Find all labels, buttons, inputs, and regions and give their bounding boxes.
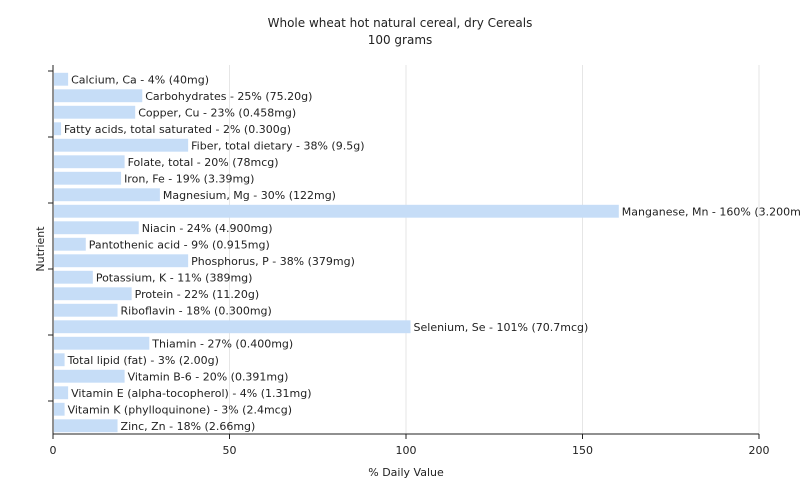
bar <box>54 303 118 317</box>
bar <box>54 105 136 119</box>
bar-label: Fiber, total dietary - 38% (9.5g) <box>191 139 364 152</box>
bar-label: Total lipid (fat) - 3% (2.00g) <box>67 354 219 367</box>
bar <box>54 386 69 400</box>
bar <box>54 72 69 86</box>
bar <box>54 254 189 268</box>
bar <box>54 320 411 334</box>
bar <box>54 237 86 251</box>
bar-label: Thiamin - 27% (0.400mg) <box>151 337 293 350</box>
bar <box>54 419 118 433</box>
chart-subtitle: 100 grams <box>368 33 433 47</box>
y-axis-ticks <box>48 70 53 402</box>
y-axis-label: Nutrient <box>34 226 47 272</box>
x-tick-label: 50 <box>223 444 237 457</box>
bar <box>54 89 143 103</box>
bar <box>54 171 122 185</box>
bar-label: Zinc, Zn - 18% (2.66mg) <box>121 420 256 433</box>
bar-label: Pantothenic acid - 9% (0.915mg) <box>89 238 270 251</box>
bar-label: Vitamin K (phylloquinone) - 3% (2.4mcg) <box>68 403 292 416</box>
bars-group <box>54 72 619 433</box>
bar-label: Selenium, Se - 101% (70.7mcg) <box>414 321 589 334</box>
bar-label: Potassium, K - 11% (389mg) <box>96 271 253 284</box>
bar-label: Calcium, Ca - 4% (40mg) <box>71 73 209 86</box>
bar <box>54 122 62 136</box>
bar <box>54 188 160 202</box>
x-tick-label: 150 <box>572 444 593 457</box>
bar-labels-group: Calcium, Ca - 4% (40mg) Carbohydrates - 2… <box>64 73 800 433</box>
bar <box>54 369 125 383</box>
bar <box>54 353 65 367</box>
x-axis-ticks: 0 50 100 150 200 <box>50 434 770 457</box>
bar-label: Iron, Fe - 19% (3.39mg) <box>124 172 254 185</box>
bar-label: Riboflavin - 18% (0.300mg) <box>121 304 272 317</box>
bar-label: Protein - 22% (11.20g) <box>135 288 260 301</box>
bar <box>54 270 93 284</box>
bar-label: Manganese, Mn - 160% (3.200mg) <box>622 205 800 218</box>
bar <box>54 155 125 169</box>
x-tick-label: 200 <box>749 444 770 457</box>
bar <box>54 336 150 350</box>
bar <box>54 221 139 235</box>
bar-label: Carbohydrates - 25% (75.20g) <box>145 90 312 103</box>
bar-label: Vitamin B-6 - 20% (0.391mg) <box>128 370 289 383</box>
bar <box>54 204 619 218</box>
bar-label: Phosphorus, P - 38% (379mg) <box>191 255 355 268</box>
bar-label: Niacin - 24% (4.900mg) <box>142 222 273 235</box>
x-tick-label: 100 <box>396 444 417 457</box>
x-tick-label: 0 <box>50 444 57 457</box>
x-axis-label: % Daily Value <box>368 466 444 479</box>
bar-label: Copper, Cu - 23% (0.458mg) <box>138 106 296 119</box>
bar-label: Fatty acids, total saturated - 2% (0.300… <box>64 123 291 136</box>
bar-label: Magnesium, Mg - 30% (122mg) <box>163 189 336 202</box>
bar-label: Vitamin E (alpha-tocopherol) - 4% (1.31m… <box>71 387 311 400</box>
bar <box>54 138 189 152</box>
bar-label: Folate, total - 20% (78mcg) <box>128 156 279 169</box>
bar <box>54 287 132 301</box>
chart-title: Whole wheat hot natural cereal, dry Cere… <box>268 16 533 30</box>
grid-lines <box>229 65 760 434</box>
bar <box>54 402 65 416</box>
